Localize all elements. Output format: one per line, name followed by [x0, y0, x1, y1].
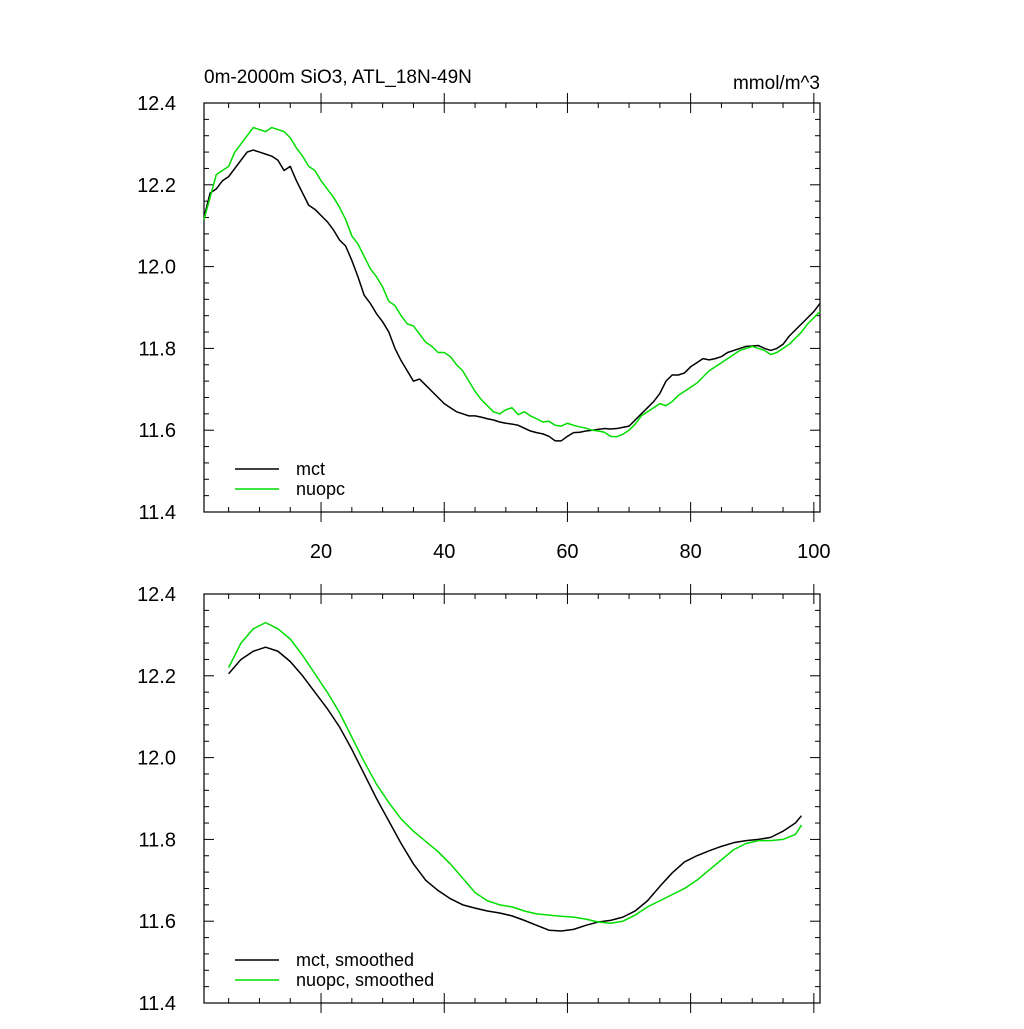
y-tick-label: 11.8 — [139, 829, 176, 851]
x-tick-label: 80 — [680, 541, 702, 563]
y-tick-label: 11.6 — [139, 911, 176, 933]
y-tick-label: 12.4 — [137, 584, 176, 606]
chart-title: 0m-2000m SiO3, ATL_18N-49N — [204, 67, 472, 88]
x-tick-label: 40 — [433, 541, 455, 563]
series-line-mct — [203, 149, 821, 442]
y-tick-label: 11.4 — [139, 993, 176, 1015]
x-tick-label: 20 — [310, 541, 332, 563]
x-tick-label: 100 — [797, 541, 830, 563]
y-tick-label: 12.2 — [137, 175, 176, 197]
series-line-nuopc — [203, 126, 821, 438]
plot-frame — [203, 593, 821, 1004]
series-line-nuopc-smoothed — [227, 621, 803, 924]
y-tick-label: 12.0 — [137, 257, 176, 279]
legend-label: mct, smoothed — [296, 950, 414, 970]
legend-label: mct — [296, 459, 325, 479]
units-label: mmol/m^3 — [733, 73, 820, 94]
y-tick-label: 11.4 — [139, 502, 176, 524]
series-line-mct-smoothed — [228, 646, 803, 932]
y-tick-label: 12.4 — [137, 93, 176, 115]
y-tick-label: 11.6 — [139, 420, 176, 442]
panel-top: 11.4 11.6 11.8 12.0 12.2 12.4 20 40 60 80 100 0m-20… — [137, 67, 830, 563]
y-tick-label: 12.0 — [137, 748, 176, 770]
x-tick-label: 60 — [556, 541, 578, 563]
panel-bottom: 11.4 11.6 11.8 12.0 12.2 12.4 mct, smoothednuo… — [137, 584, 821, 1015]
legend-label: nuopc, smoothed — [296, 970, 434, 990]
legend-label: nuopc — [296, 479, 345, 499]
plot-frame — [203, 102, 821, 513]
y-tick-label: 12.2 — [137, 666, 176, 688]
y-tick-label: 11.8 — [139, 338, 176, 360]
